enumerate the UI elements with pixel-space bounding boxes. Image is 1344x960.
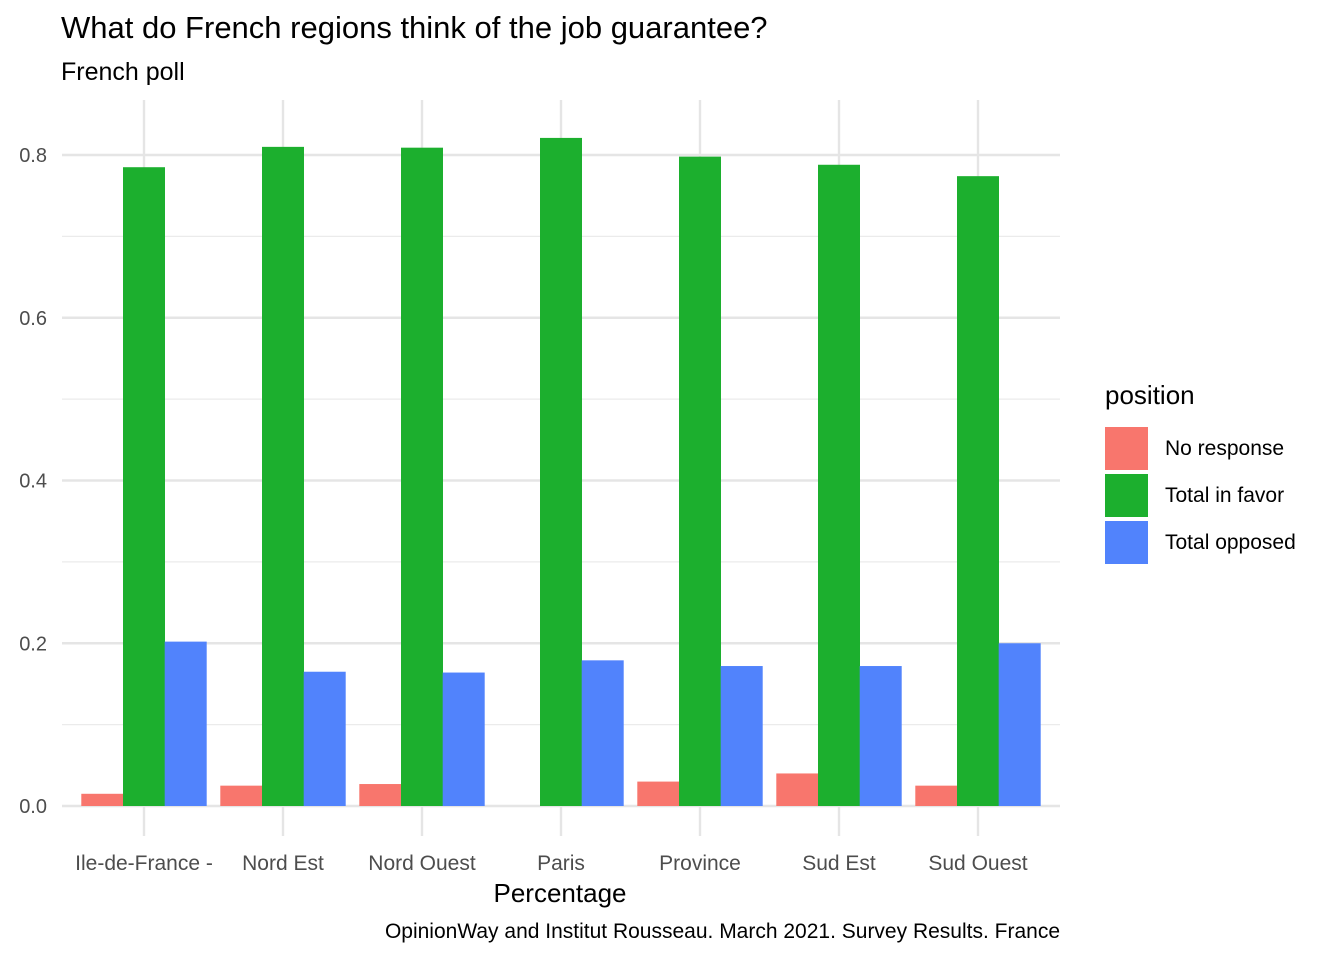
x-tick-label: Ile-de-France -	[75, 852, 213, 875]
bar-total-opposed	[720, 666, 763, 806]
x-axis-ticks: Ile-de-France - Nord Est Nord Ouest Paris Pr…	[75, 852, 1028, 875]
bar-total-in-favor	[540, 137, 582, 806]
bar-total-opposed	[303, 671, 346, 806]
x-axis-label: Percentage	[494, 878, 627, 908]
bar-no-response	[81, 793, 124, 806]
bar-total-in-favor	[818, 164, 860, 806]
legend-key-total-opposed	[1105, 521, 1148, 564]
bar-total-opposed	[581, 660, 624, 806]
bar-total-in-favor	[262, 146, 304, 807]
bar-total-opposed	[859, 666, 902, 806]
bars	[81, 137, 1041, 807]
bar-total-opposed	[998, 643, 1041, 806]
legend-label: Total in favor	[1165, 483, 1285, 507]
y-tick-label: 0.8	[19, 145, 47, 167]
bar-total-in-favor	[123, 167, 165, 807]
legend-item-total-in-favor: Total in favor	[1105, 472, 1296, 519]
legend-key-no-response	[1105, 427, 1148, 470]
x-tick-label: Sud Est	[802, 852, 876, 875]
x-tick-label: Nord Est	[242, 852, 324, 875]
bar-no-response	[637, 781, 680, 806]
chart-title: What do French regions think of the job …	[61, 10, 768, 45]
y-tick-label: 0.2	[19, 633, 47, 655]
legend-key-total-in-favor	[1105, 474, 1148, 517]
legend: position No response Total in favor Tota…	[1105, 380, 1296, 566]
bar-no-response	[776, 773, 819, 806]
legend-label: No response	[1165, 436, 1285, 460]
chart-caption: OpinionWay and Institut Rousseau. March …	[384, 920, 1060, 943]
x-tick-label: Paris	[537, 852, 585, 875]
legend-item-no-response: No response	[1105, 425, 1296, 472]
chart-subtitle: French poll	[61, 58, 185, 86]
bar-total-in-favor	[679, 156, 721, 806]
legend-item-total-opposed: Total opposed	[1105, 519, 1296, 566]
x-tick-label: Province	[659, 852, 741, 875]
x-tick-label: Sud Ouest	[928, 852, 1027, 875]
bar-no-response	[915, 785, 958, 806]
bar-total-opposed	[164, 641, 207, 806]
bar-total-in-favor	[957, 176, 999, 807]
x-tick-label: Nord Ouest	[368, 852, 476, 875]
y-tick-label: 0.0	[19, 796, 47, 818]
bar-total-opposed	[442, 672, 485, 806]
bar-total-in-favor	[401, 147, 443, 806]
y-tick-label: 0.4	[19, 471, 47, 493]
legend-label: Total opposed	[1165, 530, 1296, 554]
bar-no-response	[359, 784, 402, 806]
bar-no-response	[220, 785, 263, 806]
y-tick-label: 0.6	[19, 308, 47, 330]
legend-title: position	[1105, 380, 1195, 410]
y-axis-ticks: 0.0 0.2 0.4 0.6 0.8	[19, 145, 47, 818]
